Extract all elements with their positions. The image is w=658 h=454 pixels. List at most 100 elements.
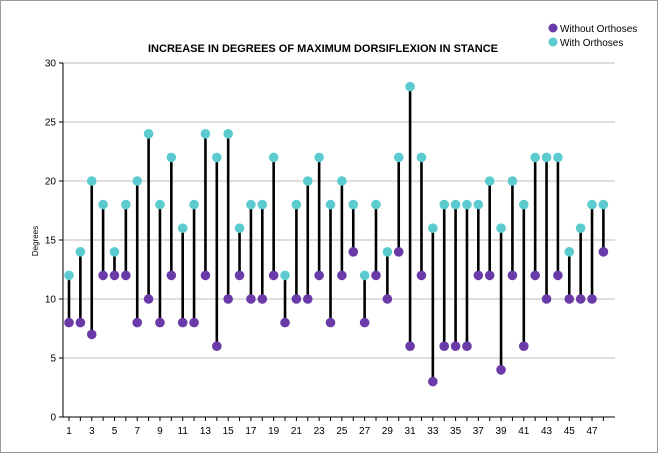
point-without-orthoses	[530, 270, 540, 281]
legend: Without Orthoses With Orthoses	[548, 23, 637, 49]
point-without-orthoses	[348, 247, 359, 257]
legend-label-without: Without Orthoses	[560, 24, 637, 35]
x-tick-label: 7	[134, 426, 140, 437]
point-without-orthoses	[553, 270, 563, 281]
point-with-orthoses	[143, 129, 154, 139]
x-tick-label: 43	[541, 426, 553, 437]
x-tick-label: 17	[245, 426, 257, 437]
point-without-orthoses	[86, 329, 97, 340]
y-tick-label: 0	[50, 413, 56, 424]
point-with-orthoses	[519, 199, 529, 210]
point-with-orthoses	[177, 223, 188, 233]
point-without-orthoses	[393, 247, 404, 257]
point-with-orthoses	[132, 176, 143, 186]
x-tick-label: 23	[314, 426, 326, 437]
point-with-orthoses	[416, 152, 427, 163]
y-tick-label: 30	[45, 59, 57, 70]
point-without-orthoses	[132, 317, 143, 328]
point-without-orthoses	[166, 270, 177, 281]
x-tick-label: 3	[89, 426, 95, 437]
point-with-orthoses	[246, 199, 256, 210]
point-without-orthoses	[143, 294, 154, 304]
point-without-orthoses	[246, 294, 256, 304]
legend-swatch-without	[548, 23, 558, 33]
y-ticks: 0 5 10 15 20 25 30	[45, 59, 63, 424]
x-tick-label: 1	[66, 426, 72, 437]
y-tick-label: 15	[45, 236, 57, 247]
point-with-orthoses	[337, 176, 347, 186]
point-with-orthoses	[314, 152, 324, 163]
point-without-orthoses	[109, 270, 120, 281]
point-with-orthoses	[257, 199, 268, 210]
x-tick-label: 13	[200, 426, 212, 437]
point-with-orthoses	[587, 199, 597, 210]
point-with-orthoses	[428, 223, 438, 233]
point-with-orthoses	[473, 199, 484, 210]
point-without-orthoses	[177, 317, 188, 328]
point-with-orthoses	[439, 199, 450, 210]
point-with-orthoses	[496, 223, 506, 233]
point-without-orthoses	[325, 317, 336, 328]
point-without-orthoses	[439, 341, 450, 352]
legend-swatch-with	[548, 37, 558, 47]
point-without-orthoses	[428, 376, 438, 387]
point-without-orthoses	[519, 341, 529, 352]
point-without-orthoses	[257, 294, 268, 304]
point-without-orthoses	[189, 317, 199, 328]
x-tick-label: 39	[495, 426, 507, 437]
point-with-orthoses	[166, 152, 177, 163]
point-without-orthoses	[484, 270, 495, 281]
point-with-orthoses	[200, 129, 211, 139]
y-tick-label: 20	[45, 177, 57, 188]
x-tick-label: 21	[291, 426, 303, 437]
point-without-orthoses	[405, 341, 415, 352]
point-with-orthoses	[86, 176, 97, 186]
point-without-orthoses	[496, 365, 506, 375]
y-tick-label: 10	[45, 295, 57, 306]
point-with-orthoses	[598, 199, 609, 210]
x-tick-label: 5	[112, 426, 118, 437]
x-tick-label: 15	[223, 426, 235, 437]
point-with-orthoses	[98, 199, 108, 210]
point-with-orthoses	[371, 199, 381, 210]
point-with-orthoses	[75, 247, 86, 257]
point-with-orthoses	[348, 199, 359, 210]
point-without-orthoses	[564, 294, 575, 304]
point-without-orthoses	[541, 294, 552, 304]
point-without-orthoses	[314, 270, 324, 281]
point-without-orthoses	[473, 270, 484, 281]
point-without-orthoses	[337, 270, 347, 281]
point-without-orthoses	[234, 270, 245, 281]
point-without-orthoses	[450, 341, 461, 352]
point-without-orthoses	[64, 317, 74, 328]
point-with-orthoses	[189, 199, 199, 210]
point-with-orthoses	[575, 223, 586, 233]
point-with-orthoses	[484, 176, 495, 186]
point-without-orthoses	[121, 270, 131, 281]
x-tick-label: 35	[450, 426, 462, 437]
point-without-orthoses	[223, 294, 233, 304]
point-with-orthoses	[541, 152, 552, 163]
point-with-orthoses	[64, 270, 74, 281]
point-without-orthoses	[291, 294, 302, 304]
x-tick-label: 45	[564, 426, 576, 437]
x-tick-label: 31	[405, 426, 417, 437]
point-with-orthoses	[564, 247, 575, 257]
point-without-orthoses	[302, 294, 313, 304]
connector-lines	[67, 86, 605, 382]
point-without-orthoses	[280, 317, 290, 328]
x-tick-label: 9	[157, 426, 163, 437]
point-without-orthoses	[359, 317, 370, 328]
point-with-orthoses	[553, 152, 563, 163]
y-tick-label: 25	[45, 118, 57, 129]
point-with-orthoses	[121, 199, 131, 210]
point-with-orthoses	[302, 176, 313, 186]
point-with-orthoses	[393, 152, 404, 163]
point-without-orthoses	[268, 270, 279, 281]
point-with-orthoses	[405, 81, 415, 92]
series-with-orthoses	[64, 81, 609, 281]
point-without-orthoses	[212, 341, 222, 352]
point-without-orthoses	[200, 270, 211, 281]
point-without-orthoses	[575, 294, 586, 304]
point-with-orthoses	[291, 199, 302, 210]
